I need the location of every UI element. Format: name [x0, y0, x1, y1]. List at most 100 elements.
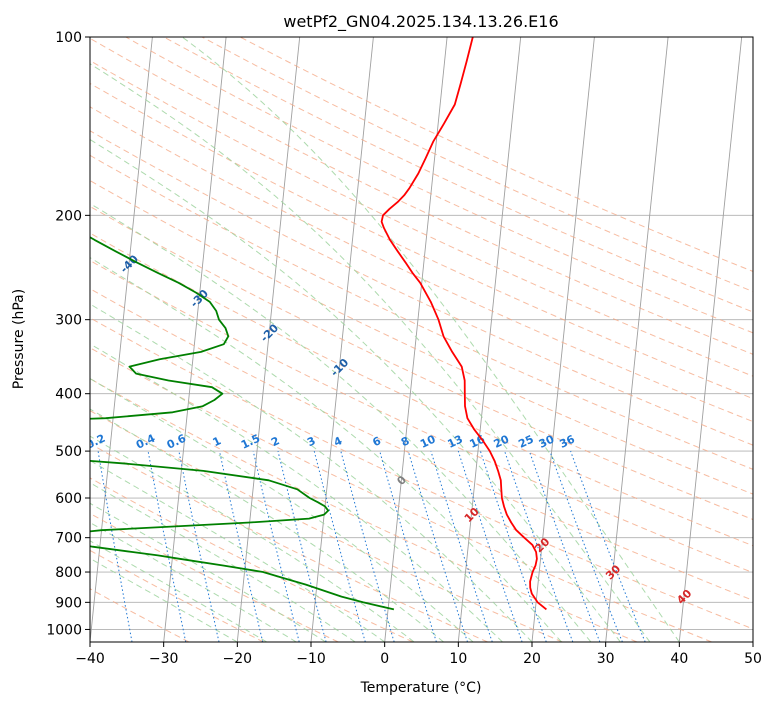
- isotherm-line: [163, 37, 227, 642]
- y-tick-label: 800: [55, 565, 82, 581]
- mixing-ratio-label: 36: [558, 432, 578, 450]
- temperature-profile-line: [380, 37, 547, 611]
- mixing-ratio-line: [379, 450, 437, 642]
- mixing-ratio-line: [430, 450, 493, 642]
- dry-adiabat-line: [90, 130, 753, 446]
- x-tick-label: 30: [597, 651, 615, 667]
- isotherm-label: 30: [603, 562, 623, 582]
- mixing-ratio-line: [570, 450, 646, 642]
- y-tick-label: 700: [55, 531, 82, 547]
- mixing-ratio-line: [277, 450, 327, 642]
- mixing-ratio-line: [219, 450, 264, 642]
- y-tick-label: 300: [55, 313, 82, 329]
- mixing-ratio-line: [340, 450, 395, 642]
- dry-adiabat-line: [163, 37, 753, 313]
- x-tick-label: 40: [670, 651, 688, 667]
- y-tick-label: 100: [55, 30, 82, 46]
- y-axis: 100 200 300 400 500 600 700 800 900 1000: [46, 30, 90, 638]
- dry-adiabat-line: [90, 288, 753, 601]
- dry-adiabat-line: [90, 205, 753, 521]
- isotherm-line: [752, 637, 753, 642]
- moist-adiabat-line: [90, 482, 356, 642]
- chart-title: wetPf2_GN04.2025.134.13.26.E16: [283, 12, 558, 32]
- dry-adiabat-line: [90, 512, 339, 642]
- dewpoint-profile-line: [90, 236, 395, 611]
- x-axis: −40 −30 −20 −10 0 10 20 30 40 50: [75, 642, 762, 667]
- mixing-ratio-label: 25: [516, 433, 535, 451]
- y-tick-label: 500: [55, 444, 82, 460]
- moist-adiabat-line: [90, 303, 533, 642]
- x-tick-label: −40: [75, 651, 105, 667]
- background-lines: [0, 37, 753, 642]
- mixing-ratio-label: 13: [445, 433, 464, 451]
- isotherm-line: [531, 37, 595, 642]
- moist-adiabat-line: [90, 378, 474, 642]
- mixing-ratio-label: 8: [399, 434, 411, 449]
- x-tick-label: −30: [149, 651, 179, 667]
- moist-adiabat-line: [90, 408, 444, 642]
- mixing-ratio-label: 10: [418, 432, 438, 450]
- dry-adiabat-line: [90, 347, 712, 642]
- mixing-ratio-line: [504, 450, 574, 642]
- y-tick-label: 400: [55, 387, 82, 403]
- moist-adiabat-line: [90, 63, 651, 642]
- moist-adiabat-line: [90, 435, 415, 642]
- dry-adiabat-line: [90, 106, 753, 423]
- mixing-ratio-label: 2: [269, 434, 281, 449]
- dry-adiabat-line: [90, 180, 753, 495]
- mixing-ratio-line: [549, 450, 623, 642]
- mixing-ratio-line: [407, 450, 468, 642]
- mixing-ratio-line: [147, 451, 187, 642]
- dry-adiabat-line: [90, 378, 638, 642]
- isotherm-label: 10: [462, 505, 482, 525]
- x-tick-label: 20: [523, 651, 541, 667]
- mixing-ratio-line: [479, 450, 547, 642]
- mixing-ratio-label: 0.4: [134, 432, 157, 452]
- x-tick-label: −20: [223, 651, 253, 667]
- moist-adiabat-line: [90, 521, 297, 642]
- dry-adiabat-line: [90, 410, 563, 642]
- moist-adiabat-line: [90, 257, 562, 642]
- isotherm-line: [236, 37, 301, 642]
- mixing-ratio-line: [528, 450, 601, 642]
- y-tick-label: 600: [55, 491, 82, 507]
- dry-adiabat-line: [90, 259, 753, 574]
- mixing-ratio-label: 6: [371, 434, 384, 449]
- moist-adiabat-line: [90, 540, 268, 642]
- y-tick-label: 1000: [46, 622, 82, 638]
- x-tick-label: 0: [380, 651, 389, 667]
- mixing-ratio-line: [313, 450, 366, 642]
- mixing-ratio-labels: 0.1 0.2 0.4 0.6 1 1.5 2 3 4 6 8 10 13 16 20 25 30 36: [90, 432, 578, 452]
- y-tick-label: 200: [55, 208, 82, 224]
- dry-adiabat-line: [90, 37, 753, 355]
- dry-adiabat-line: [90, 60, 753, 377]
- dry-adiabat-line: [90, 232, 753, 547]
- dry-adiabat-line: [125, 37, 753, 334]
- moist-adiabat-line: [90, 557, 238, 642]
- mixing-ratio-label: 1: [211, 434, 223, 449]
- profile-series: [90, 37, 547, 611]
- mixing-ratio-line: [97, 451, 133, 642]
- mixing-ratio-label: 4: [332, 434, 345, 449]
- mixing-ratio-label: 20: [492, 432, 512, 450]
- y-axis-label: Pressure (hPa): [11, 289, 27, 389]
- mixing-ratio-line: [457, 450, 523, 642]
- dry-adiabat-line: [90, 317, 753, 630]
- dry-adiabat-line: [90, 154, 753, 470]
- mixing-ratio-line: [252, 450, 300, 642]
- dry-adiabat-line: [90, 477, 414, 642]
- dry-adiabat-line: [90, 443, 488, 642]
- mixing-ratio-label: 16: [468, 432, 488, 450]
- mixing-ratio-label: 30: [537, 432, 557, 450]
- isotherm-line: [457, 37, 522, 642]
- isotherm-line: [678, 37, 743, 642]
- isotherm-label: -10: [328, 356, 351, 379]
- x-tick-label: 50: [744, 651, 762, 667]
- moist-adiabat-line: [90, 459, 385, 642]
- isotherm-line: [384, 37, 448, 642]
- isotherm-line: [0, 37, 5, 642]
- x-tick-label: 10: [449, 651, 467, 667]
- moist-adiabat-line: [90, 343, 503, 642]
- moist-adiabat-line: [90, 138, 621, 642]
